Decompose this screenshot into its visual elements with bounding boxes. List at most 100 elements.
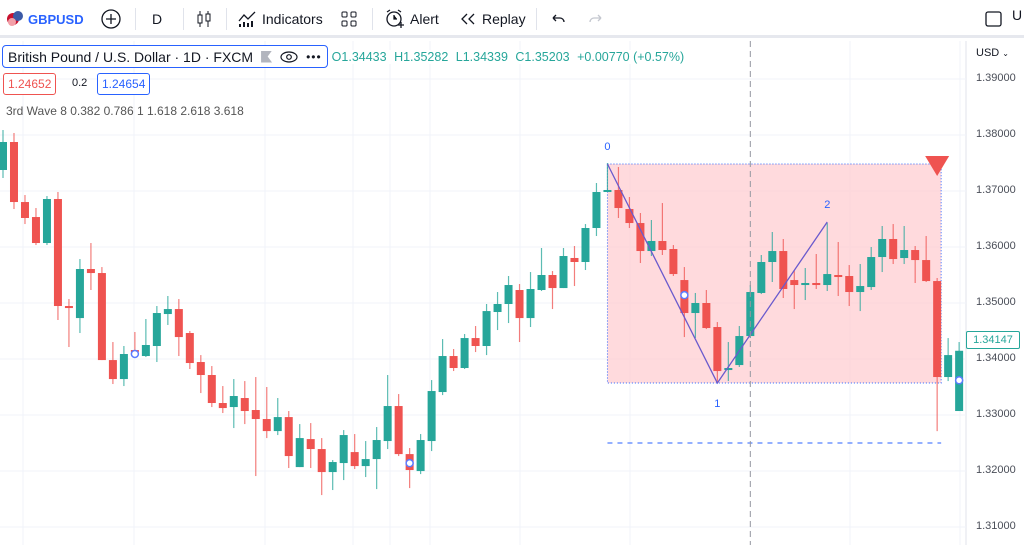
candle-body — [515, 290, 524, 319]
symbol-button[interactable]: GBPUSD — [6, 8, 84, 30]
signal-marker-circle — [130, 349, 140, 359]
candle-body — [0, 142, 7, 170]
candle-body — [592, 192, 601, 229]
divider — [226, 8, 227, 30]
symbol-title: British Pound / U.S. Dollar · 1D · FXCM — [8, 48, 254, 65]
candle-body — [394, 406, 403, 455]
alert-button[interactable]: Alert — [384, 8, 439, 30]
candle-body — [262, 419, 271, 432]
price-tick-label: 1.34000 — [976, 352, 1016, 364]
candle-body — [614, 189, 623, 209]
compare-add-button[interactable] — [100, 8, 122, 30]
candle-body — [207, 375, 216, 404]
truncated-button[interactable]: U — [1012, 7, 1023, 23]
candle-body — [823, 274, 832, 286]
candle-body — [933, 281, 942, 378]
ohlc-low: L1.34339 — [455, 49, 508, 64]
price-tick-label: 1.31000 — [976, 520, 1016, 532]
indicators-button[interactable]: Indicators — [237, 8, 323, 30]
price-tick-label: 1.37000 — [976, 184, 1016, 196]
wave-label-0: 0 — [604, 141, 610, 153]
candle-body — [53, 199, 62, 307]
candle-body — [878, 238, 887, 258]
candle-body — [174, 309, 183, 338]
symbol-label: GBPUSD — [28, 11, 84, 27]
candle-body — [196, 362, 205, 376]
candle-body — [922, 260, 931, 282]
price-tick-label: 1.35000 — [976, 296, 1016, 308]
candle-body — [691, 303, 700, 314]
eye-icon[interactable] — [280, 50, 298, 64]
indicator-legend[interactable]: 3rd Wave 8 0.382 0.786 1 1.618 2.618 3.6… — [6, 104, 244, 118]
price-tick-label: 1.38000 — [976, 128, 1016, 140]
candle-body — [757, 262, 766, 293]
candle-body — [119, 354, 128, 380]
candle-body — [570, 257, 579, 263]
candle-body — [504, 285, 513, 305]
redo-icon — [589, 14, 602, 23]
candle-body — [889, 238, 898, 260]
candle-body — [702, 303, 711, 329]
interval-button[interactable]: D — [152, 11, 163, 27]
candle-body — [636, 223, 645, 252]
symbol-legend[interactable]: British Pound / U.S. Dollar · 1D · FXCM … — [2, 45, 328, 68]
ohlc-open: O1.34433 — [331, 49, 387, 64]
candle-body — [141, 345, 150, 357]
replay-button[interactable]: Replay — [459, 8, 526, 30]
candle-body — [185, 333, 194, 364]
undo-icon — [552, 14, 565, 23]
candle-body — [438, 356, 447, 393]
candle-body — [361, 459, 370, 467]
candle-body — [471, 338, 480, 347]
candle-body — [64, 306, 73, 309]
candle-body — [108, 360, 117, 380]
more-icon[interactable]: ••• — [306, 49, 322, 64]
price-tick-label: 1.39000 — [976, 72, 1016, 84]
candle-body — [350, 452, 359, 467]
signal-marker-circle — [680, 290, 689, 300]
candle-body — [900, 250, 909, 259]
candle-body — [240, 398, 249, 412]
candles-icon — [197, 11, 211, 27]
candle-body — [647, 241, 656, 252]
candle-body — [383, 406, 392, 442]
candle-body — [97, 273, 106, 361]
candle-body — [801, 283, 810, 286]
buy-price-button[interactable]: 1.24654 — [97, 73, 151, 95]
candle-body — [482, 311, 491, 347]
wave-target-zone — [606, 163, 942, 384]
candle-body — [526, 289, 535, 319]
spread-value: 0.2 — [72, 77, 88, 89]
layout-button[interactable] — [340, 8, 358, 30]
currency-label: USD — [976, 47, 1000, 59]
fullscreen-button[interactable] — [985, 8, 1003, 30]
divider — [183, 8, 184, 30]
redo-button[interactable] — [587, 8, 605, 30]
candle-body — [537, 275, 546, 291]
square-icon — [985, 11, 1002, 27]
currency-selector[interactable]: USD ⌄ — [976, 47, 1009, 59]
top-toolbar: GBPUSD D Indicators Alert Replay U — [0, 0, 1024, 38]
replay-icon — [461, 13, 475, 25]
candle-body — [163, 309, 172, 315]
ohlc-high: H1.35282 — [394, 49, 449, 64]
flag-icon[interactable] — [261, 50, 273, 63]
wave-label-1: 1 — [714, 398, 720, 410]
chart-type-button[interactable] — [195, 8, 213, 30]
undo-button[interactable] — [549, 8, 567, 30]
legend-row: British Pound / U.S. Dollar · 1D · FXCM … — [2, 45, 689, 68]
candle-body — [86, 269, 95, 274]
divider — [536, 8, 537, 30]
candle-body — [9, 142, 18, 203]
candle-body — [20, 202, 29, 218]
candle-body — [768, 251, 777, 263]
price-tick-label: 1.36000 — [976, 240, 1016, 252]
wave-line — [606, 163, 828, 385]
candle-body — [779, 251, 788, 289]
ohlc-change: +0.00770 (+0.57%) — [577, 49, 685, 64]
candle-body — [658, 241, 667, 251]
sell-price-button[interactable]: 1.24652 — [3, 73, 57, 95]
divider — [372, 8, 373, 30]
candle-body — [548, 275, 557, 289]
